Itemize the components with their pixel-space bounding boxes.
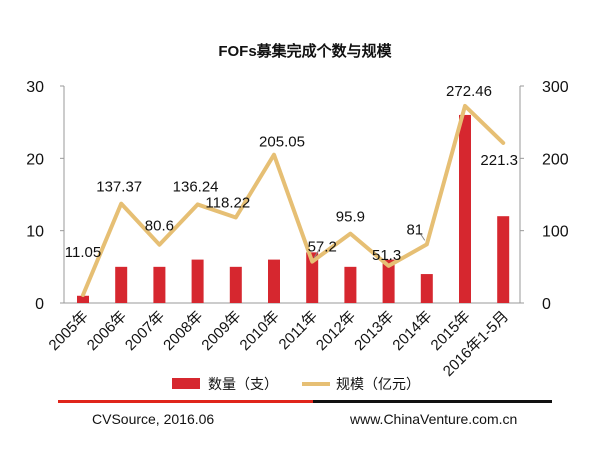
data-label: 80.6 <box>145 218 174 235</box>
bar <box>459 114 471 303</box>
x-tick-label: 2008年 <box>160 308 206 354</box>
x-tick-label: 2014年 <box>389 308 435 354</box>
bar-series <box>77 114 510 303</box>
bar <box>344 266 357 303</box>
footer-divider-red <box>58 400 313 403</box>
label-leader-line <box>313 247 321 258</box>
bar <box>191 259 204 303</box>
bar <box>268 259 280 303</box>
data-label: 51.3 <box>372 247 401 264</box>
data-label: 137.37 <box>96 179 142 196</box>
footer-source: CVSource, 2016.06 <box>92 411 215 427</box>
bar <box>153 266 166 303</box>
left-tick-label: 30 <box>26 79 44 96</box>
data-label: 272.46 <box>446 83 492 100</box>
left-tick-label: 20 <box>26 151 44 168</box>
bar <box>497 216 510 303</box>
left-tick-label: 0 <box>35 296 44 313</box>
x-tick-label: 2007年 <box>122 308 168 354</box>
legend: 数量（支） 规模（亿元） <box>172 376 420 392</box>
bar <box>77 295 89 303</box>
x-tick-label: 2012年 <box>313 308 359 354</box>
line-series <box>81 103 506 298</box>
data-label: 11.05 <box>65 244 101 261</box>
bar <box>115 266 128 303</box>
bar <box>229 266 242 303</box>
right-tick-label: 0 <box>542 296 551 313</box>
x-tick-label: 2013年 <box>351 308 397 354</box>
bar <box>306 252 319 303</box>
footer-website: www.ChinaVenture.com.cn <box>350 411 518 427</box>
chart-title: FOFs募集完成个数与规模 <box>218 42 392 60</box>
bar <box>382 259 395 303</box>
label-leader-line <box>420 234 426 241</box>
right-tick-label: 100 <box>542 224 569 241</box>
legend-bar-label: 数量（支） <box>208 376 278 392</box>
data-label: 118.22 <box>205 194 250 211</box>
data-label: 205.05 <box>259 134 305 151</box>
data-label: 95.9 <box>336 209 365 226</box>
scale-line <box>81 103 506 298</box>
x-tick-label: 2006年 <box>84 308 130 354</box>
x-tick-label: 2005年 <box>46 308 92 354</box>
data-label: 221.3 <box>480 152 518 169</box>
legend-bar-swatch <box>172 378 200 389</box>
left-tick-label: 10 <box>26 224 44 241</box>
x-tick-label: 2011年 <box>276 308 321 353</box>
bar <box>420 274 433 303</box>
footer-divider-black <box>313 400 552 403</box>
x-tick-label: 2010年 <box>237 308 283 354</box>
x-axis-labels: 2005年2006年2007年2008年2009年2010年2011年2012年… <box>46 308 512 380</box>
data-label: 136.24 <box>173 178 219 195</box>
legend-line-label: 规模（亿元） <box>336 376 420 392</box>
data-label: 81 <box>406 221 423 238</box>
right-tick-label: 300 <box>542 79 569 96</box>
right-tick-label: 200 <box>542 151 569 168</box>
x-tick-label: 2009年 <box>198 308 244 354</box>
data-label: 57.2 <box>308 239 337 256</box>
